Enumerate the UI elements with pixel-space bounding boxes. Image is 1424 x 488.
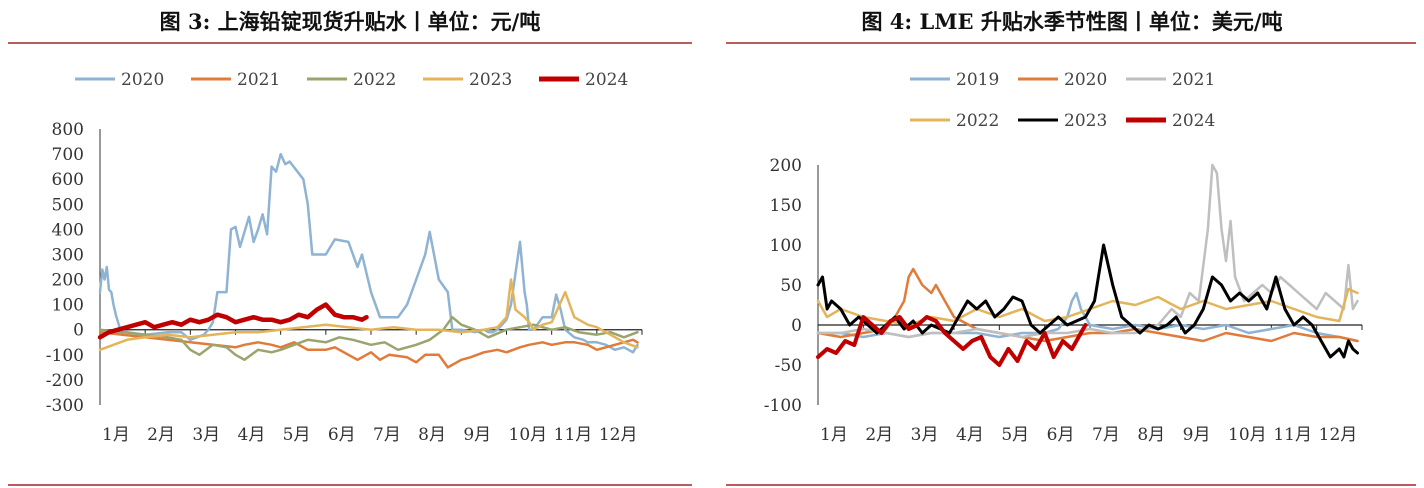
x-tick-label: 11月 xyxy=(1273,425,1312,445)
x-tick-label: 9月 xyxy=(463,425,491,445)
legend-label-2023: 2023 xyxy=(469,70,512,90)
legend-label-2021: 2021 xyxy=(1172,70,1215,90)
legend-label-2022: 2022 xyxy=(956,111,999,131)
legend-label-2022: 2022 xyxy=(353,70,396,90)
y-tick-label: 200 xyxy=(770,156,802,176)
legend-label-2024: 2024 xyxy=(1172,111,1215,131)
x-tick-label: 12月 xyxy=(1319,425,1358,445)
x-tick-label: 9月 xyxy=(1183,425,1211,445)
x-tick-label: 10月 xyxy=(1228,425,1267,445)
series-line-2020 xyxy=(98,152,639,354)
x-tick-label: 7月 xyxy=(373,425,401,445)
x-tick-label: 7月 xyxy=(1092,425,1120,445)
x-tick-label: 4月 xyxy=(956,425,984,445)
series-line-2022 xyxy=(98,315,639,362)
x-tick-label: 2月 xyxy=(147,425,175,445)
x-tick-label: 10月 xyxy=(509,425,548,445)
y-tick-label: -300 xyxy=(46,396,84,416)
y-tick-label: 400 xyxy=(52,220,84,240)
x-tick-label: 3月 xyxy=(192,425,220,445)
y-tick-label: -200 xyxy=(46,371,84,391)
legend-label-2023: 2023 xyxy=(1064,111,1107,131)
x-tick-label: 12月 xyxy=(599,425,638,445)
series-line-2021 xyxy=(98,330,639,369)
x-tick-label: 5月 xyxy=(283,425,311,445)
x-tick-label: 8月 xyxy=(418,425,446,445)
chart-svg-lead-premium: 2020 2021 2022 2023 2024 800 700 600 500 400 300 20… xyxy=(46,70,643,445)
y-tick-label: 0 xyxy=(73,321,84,341)
x-tick-label: 5月 xyxy=(1001,425,1029,445)
y-tick-label: 0 xyxy=(791,316,802,336)
series-line-2024 xyxy=(97,302,369,340)
title-rule xyxy=(726,42,1416,44)
x-tick-label: 2月 xyxy=(865,425,893,445)
legend-label-2020: 2020 xyxy=(121,70,164,90)
y-tick-label: 300 xyxy=(52,245,84,265)
legend-label-2020: 2020 xyxy=(1064,70,1107,90)
y-tick-label: 50 xyxy=(780,276,802,296)
y-tick-label: 500 xyxy=(52,195,84,215)
y-tick-label: 600 xyxy=(52,170,84,190)
chart-svg-lme-premium: 2019 2020 2021 2022 2023 2024 200 150 100 50 0 -50 -… xyxy=(764,70,1363,445)
title-rule xyxy=(8,42,692,44)
chart-title: 图 3: 上海铅锭现货升贴水丨单位：元/吨 xyxy=(159,9,541,34)
x-tick-label: 1月 xyxy=(820,425,848,445)
y-tick-label: 700 xyxy=(52,145,84,165)
y-tick-label: 150 xyxy=(770,196,802,216)
chart-panel-right: 图 4: LME 升贴水季节性图丨单位：美元/吨 2019 2020 2021 202… xyxy=(720,0,1424,488)
y-tick-label: 800 xyxy=(52,120,84,140)
x-tick-label: 6月 xyxy=(328,425,356,445)
x-tick-label: 11月 xyxy=(554,425,593,445)
x-tick-label: 3月 xyxy=(911,425,939,445)
y-tick-label: -100 xyxy=(46,346,84,366)
y-tick-label: -100 xyxy=(764,396,802,416)
series-line-2021 xyxy=(816,163,1359,339)
legend-label-2019: 2019 xyxy=(956,70,999,90)
legend-label-2021: 2021 xyxy=(237,70,280,90)
bottom-rule xyxy=(8,484,692,486)
chart-title: 图 4: LME 升贴水季节性图丨单位：美元/吨 xyxy=(861,9,1283,34)
y-tick-label: 200 xyxy=(52,271,84,291)
x-tick-label: 1月 xyxy=(102,425,130,445)
chart-panel-left: 图 3: 上海铅锭现货升贴水丨单位：元/吨 2020 2021 2022 2023 20… xyxy=(0,0,700,488)
series-line-2024 xyxy=(816,315,1088,367)
y-tick-label: 100 xyxy=(52,296,84,316)
y-tick-label: 100 xyxy=(770,236,802,256)
x-tick-label: 6月 xyxy=(1047,425,1075,445)
x-tick-label: 8月 xyxy=(1137,425,1165,445)
bottom-rule xyxy=(726,484,1416,486)
series-line-2023 xyxy=(816,243,1359,359)
legend-label-2024: 2024 xyxy=(585,70,628,90)
y-tick-label: -50 xyxy=(775,356,802,376)
series-line-2023 xyxy=(98,278,639,352)
x-tick-label: 4月 xyxy=(238,425,266,445)
